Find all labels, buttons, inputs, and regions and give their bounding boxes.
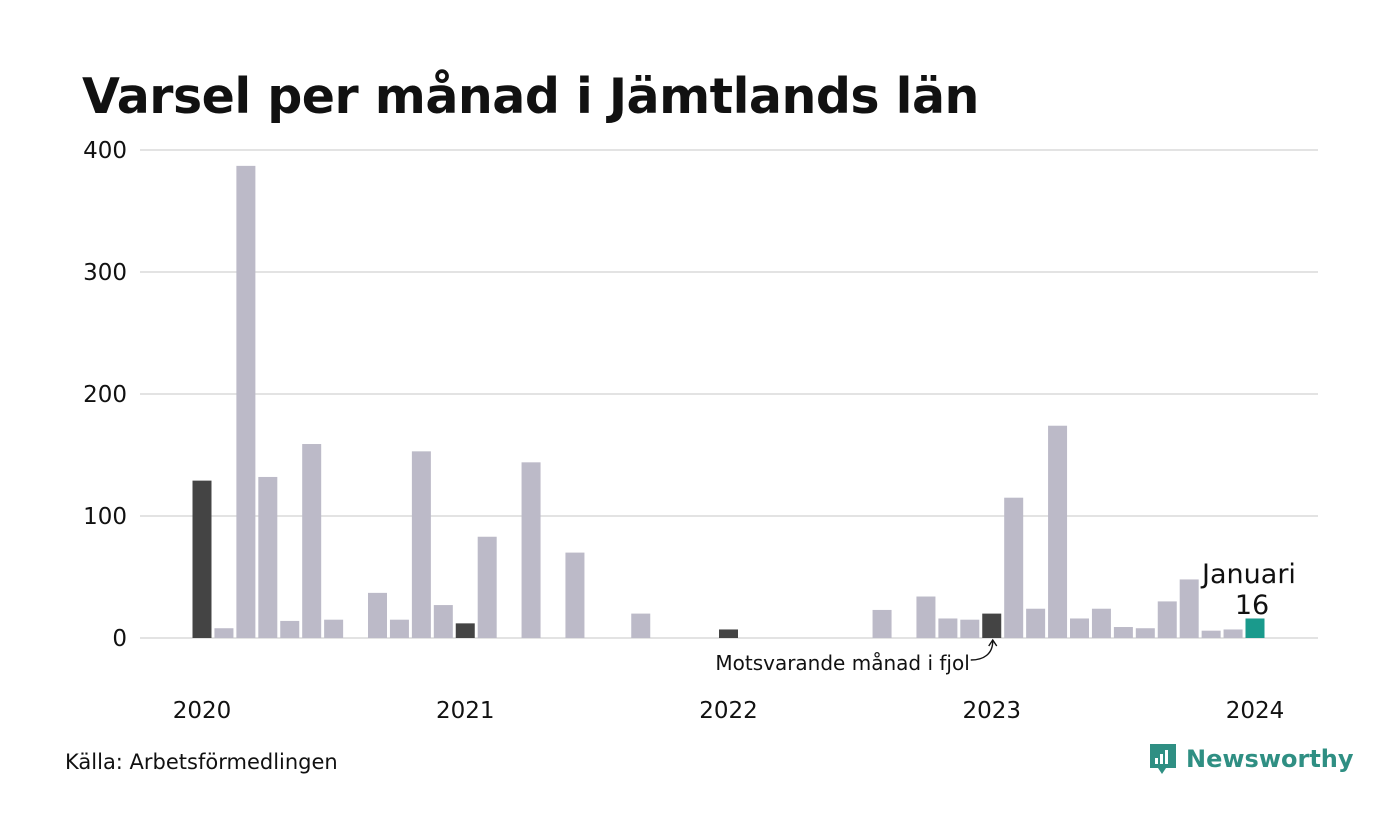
newsworthy-logo-icon [1150,744,1176,774]
y-axis-ticks: 0 100 200 300 400 [83,138,127,652]
annotations: Motsvarande månad i fjol Januari 16 [715,559,1296,675]
bar-2022-10 [916,596,936,638]
bar-2020-10 [389,619,409,638]
chart-title: Varsel per månad i Jämtlands län [82,68,979,125]
bar-2023-12 [1223,629,1243,638]
bar-2023-03 [1026,608,1046,638]
bar-2024-01 [1245,618,1265,638]
x-tick-label: 2021 [436,698,495,724]
current-value-label: 16 [1235,590,1269,621]
bar-2023-08 [1135,628,1155,638]
x-tick-label: 2022 [699,698,758,724]
bar-2022-08 [872,609,892,638]
bar-2023-02 [1004,497,1024,638]
bar-2020-01 [192,480,212,638]
brand-name: Newsworthy [1186,745,1354,773]
same-month-annotation-label: Motsvarande månad i fjol [715,651,969,675]
bar-2022-11 [938,618,958,638]
bar-2023-09 [1157,601,1177,638]
bar-2020-02 [214,628,234,638]
bar-2020-03 [236,165,256,639]
x-tick-label: 2020 [173,698,232,724]
bar-2023-01 [982,613,1002,638]
bar-2023-06 [1091,608,1111,638]
bar-2020-09 [368,592,387,638]
bar-2020-04 [258,476,278,638]
same-month-annotation-arrow [970,640,994,661]
current-month-label: Januari [1200,559,1296,590]
bar-2021-09 [631,613,651,638]
bar-2020-11 [411,451,431,638]
bar-2020-06 [302,444,322,638]
x-axis-year-labels: 2020 2021 2022 2023 2024 [173,698,1285,724]
y-tick-label: 100 [83,504,127,530]
bar-2023-11 [1201,630,1221,638]
bar-2020-12 [433,605,453,638]
bar-2023-10 [1179,579,1199,638]
bar-2023-05 [1070,618,1089,638]
y-tick-label: 400 [83,138,127,164]
y-tick-label: 200 [83,382,127,408]
brand-logo: Newsworthy [1148,742,1354,776]
bar-2021-04 [521,462,541,638]
x-tick-label: 2023 [962,698,1021,724]
bars [192,165,1265,639]
y-tick-label: 0 [112,626,127,652]
bar-2021-01 [455,623,475,638]
bar-2022-12 [960,619,980,638]
bar-2023-04 [1048,425,1068,638]
bar-2020-07 [324,619,344,638]
source-label: Källa: Arbetsförmedlingen [65,750,338,774]
bar-2021-06 [565,552,585,638]
same-month-annotation-arrowhead [988,638,998,647]
y-tick-label: 300 [83,260,127,286]
bar-2022-01 [719,629,738,638]
bar-2021-02 [477,536,497,638]
x-tick-label: 2024 [1226,698,1285,724]
bar-2020-05 [280,620,300,638]
bar-2023-07 [1113,627,1133,638]
